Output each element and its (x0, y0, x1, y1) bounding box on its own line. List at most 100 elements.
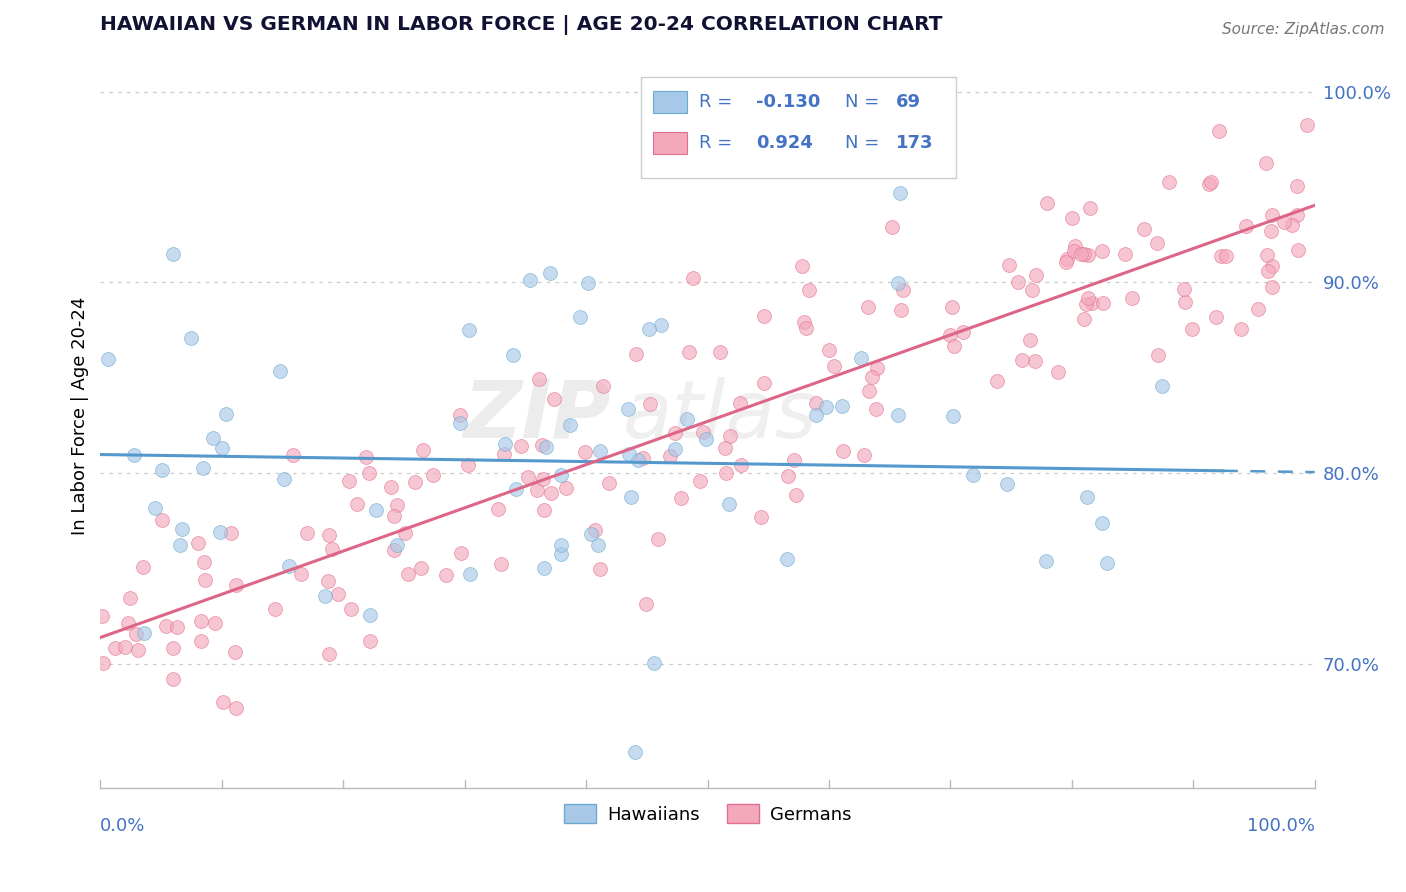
Point (281, 448, 304, 462)
Point (1021, 283, 1043, 297)
Point (647, 533, 669, 547)
Point (794, 320, 817, 334)
Point (1073, 312, 1095, 326)
Point (502, 348, 524, 362)
Point (709, 345, 731, 359)
Point (866, 361, 889, 376)
Point (533, 560, 555, 574)
Point (1121, 291, 1143, 305)
Point (1011, 353, 1033, 368)
Point (1256, 248, 1278, 262)
Point (450, 546, 472, 560)
Point (1198, 177, 1220, 191)
Point (998, 258, 1021, 272)
Point (114, 640, 136, 654)
Point (169, 538, 191, 552)
Point (682, 271, 704, 285)
Point (716, 466, 738, 480)
Point (143, 501, 166, 516)
Point (166, 620, 188, 634)
Point (1047, 365, 1070, 379)
Point (162, 640, 184, 655)
Point (505, 482, 527, 496)
Point (1025, 268, 1047, 282)
Point (576, 276, 599, 290)
Point (1286, 209, 1309, 223)
Point (669, 491, 692, 506)
Point (457, 458, 479, 472)
Point (264, 602, 287, 616)
Point (1157, 175, 1180, 189)
Point (804, 396, 827, 410)
Point (889, 186, 911, 201)
Point (1286, 243, 1309, 257)
Point (225, 701, 247, 715)
Point (224, 645, 246, 659)
Point (340, 601, 363, 615)
Point (321, 542, 343, 557)
Text: 69: 69 (896, 93, 921, 111)
Point (531, 472, 554, 486)
Text: ZIP: ZIP (463, 377, 610, 455)
Point (318, 574, 340, 589)
Point (125, 627, 148, 641)
Point (1133, 222, 1156, 236)
Point (104, 641, 127, 656)
Point (941, 300, 963, 314)
Text: 100.0%: 100.0% (1247, 816, 1315, 835)
Point (1076, 490, 1098, 504)
Text: 0.0%: 0.0% (100, 816, 146, 835)
Point (534, 440, 557, 454)
Point (527, 372, 550, 386)
Point (1036, 196, 1059, 211)
Point (1295, 118, 1317, 132)
Point (638, 397, 661, 411)
Text: 173: 173 (896, 134, 934, 152)
Point (664, 442, 686, 457)
Point (318, 528, 340, 542)
Point (1114, 247, 1136, 261)
Point (617, 447, 640, 461)
Point (1073, 247, 1095, 261)
Point (664, 426, 686, 441)
Point (793, 315, 815, 329)
Point (314, 589, 336, 603)
Point (449, 416, 471, 430)
Point (1081, 295, 1104, 310)
Point (225, 578, 247, 592)
Point (1091, 244, 1114, 258)
Point (986, 375, 1008, 389)
Point (555, 481, 578, 495)
Point (492, 447, 515, 461)
Text: R =: R = (699, 93, 738, 111)
Point (91, 656, 114, 670)
Point (422, 467, 444, 482)
Point (797, 283, 820, 297)
Point (290, 567, 312, 582)
Point (631, 451, 654, 466)
Text: R =: R = (699, 134, 738, 152)
Point (1234, 219, 1257, 234)
Point (486, 501, 509, 516)
Point (526, 483, 548, 497)
Point (586, 538, 609, 552)
Point (1077, 292, 1099, 306)
Point (193, 460, 215, 475)
Text: -0.130: -0.130 (756, 93, 821, 111)
Point (190, 614, 212, 628)
Point (1056, 252, 1078, 266)
Point (858, 384, 880, 398)
Point (583, 523, 606, 537)
Point (318, 647, 340, 661)
Point (890, 303, 912, 318)
Point (194, 573, 217, 587)
Point (1215, 250, 1237, 264)
Point (550, 538, 572, 552)
Point (180, 331, 202, 345)
Point (295, 525, 318, 540)
Point (852, 448, 875, 462)
Point (891, 283, 914, 297)
Point (550, 467, 572, 482)
Point (831, 399, 853, 413)
Point (346, 497, 368, 511)
